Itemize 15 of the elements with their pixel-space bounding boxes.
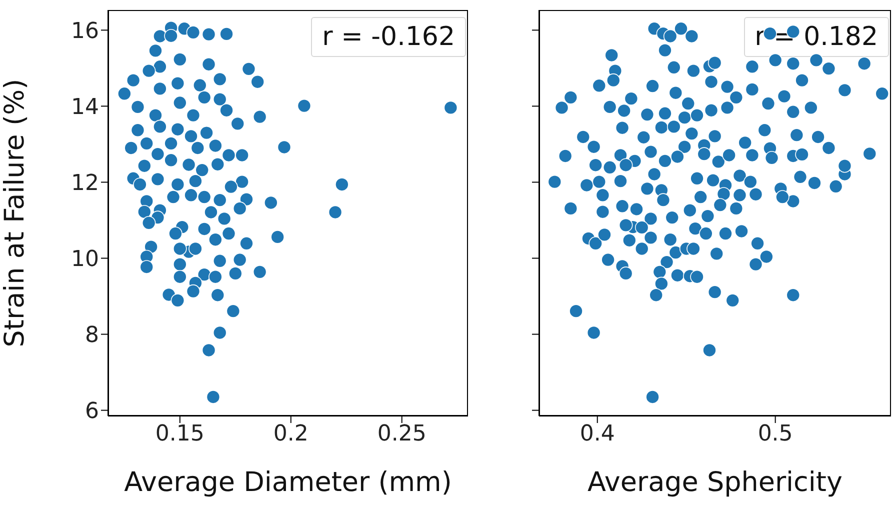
x-tick-label: 0.5 (758, 422, 793, 447)
y-tick-label: 12 (71, 171, 99, 196)
y-axis-title: Strain at Failure (%) (0, 78, 31, 348)
y-tick-label: 8 (85, 323, 99, 348)
y-tick-label: 16 (71, 18, 99, 44)
y-tick-label: 10 (71, 247, 99, 272)
x-axis-title: Average Sphericity (588, 467, 842, 498)
y-tick-label: 14 (71, 94, 99, 120)
x-tick-label: 0.25 (377, 422, 426, 447)
x-tick-label: 0.15 (155, 422, 204, 447)
annotation: r = -0.162 (311, 17, 466, 57)
x-axis-title: Average Diameter (mm) (124, 467, 452, 498)
y-tick-label: 6 (85, 399, 99, 424)
x-tick-label: 0.4 (580, 422, 615, 447)
x-tick-label: 0.2 (273, 422, 308, 447)
